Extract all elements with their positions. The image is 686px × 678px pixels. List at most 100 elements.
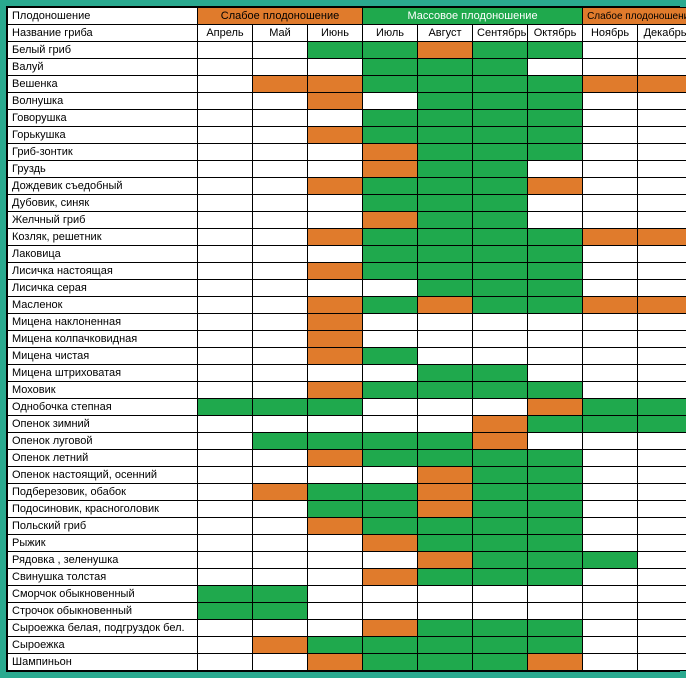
calendar-cell: [198, 654, 253, 671]
calendar-cell: [198, 110, 253, 127]
calendar-cell: [253, 399, 308, 416]
calendar-cell: [418, 382, 473, 399]
mushroom-name: Сморчок обыкновенный: [8, 586, 198, 603]
calendar-cell: [253, 552, 308, 569]
calendar-cell: [363, 603, 418, 620]
calendar-cell: [198, 297, 253, 314]
table-row: Опенок настоящий, осенний: [8, 467, 686, 484]
mushroom-name: Свинушка толстая: [8, 569, 198, 586]
calendar-cell: [253, 331, 308, 348]
calendar-cell: [363, 263, 418, 280]
calendar-cell: [583, 127, 638, 144]
calendar-cell: [473, 620, 528, 637]
calendar-cell: [308, 399, 363, 416]
calendar-cell: [253, 603, 308, 620]
mushroom-name: Подосиновик, красноголовик: [8, 501, 198, 518]
month-june: Июнь: [308, 25, 363, 42]
calendar-cell: [638, 620, 686, 637]
calendar-cell: [638, 263, 686, 280]
calendar-cell: [253, 620, 308, 637]
mushroom-name: Вешенка: [8, 76, 198, 93]
calendar-cell: [363, 161, 418, 178]
calendar-cell: [253, 450, 308, 467]
calendar-cell: [418, 314, 473, 331]
table-row: Желчный гриб: [8, 212, 686, 229]
calendar-cell: [198, 450, 253, 467]
mushroom-name: Рядовка , зеленушка: [8, 552, 198, 569]
calendar-cell: [418, 552, 473, 569]
calendar-cell: [473, 603, 528, 620]
mushroom-name: Груздь: [8, 161, 198, 178]
calendar-cell: [473, 212, 528, 229]
calendar-cell: [638, 144, 686, 161]
calendar-cell: [473, 59, 528, 76]
calendar-cell: [308, 93, 363, 110]
table-row: Моховик: [8, 382, 686, 399]
calendar-cell: [528, 42, 583, 59]
table-row: Волнушка: [8, 93, 686, 110]
calendar-cell: [363, 280, 418, 297]
calendar-cell: [473, 280, 528, 297]
table-row: Мицена наклоненная: [8, 314, 686, 331]
calendar-cell: [528, 518, 583, 535]
table-row: Польский гриб: [8, 518, 686, 535]
calendar-cell: [253, 535, 308, 552]
month-september: Сентябрь: [473, 25, 528, 42]
calendar-cell: [363, 637, 418, 654]
group-weak-2: Слабое плодоношение: [583, 8, 686, 25]
calendar-cell: [583, 314, 638, 331]
calendar-cell: [363, 552, 418, 569]
calendar-cell: [418, 246, 473, 263]
calendar-cell: [638, 229, 686, 246]
calendar-cell: [528, 569, 583, 586]
calendar-cell: [363, 382, 418, 399]
calendar-cell: [583, 229, 638, 246]
calendar-cell: [638, 399, 686, 416]
calendar-cell: [198, 399, 253, 416]
calendar-cell: [583, 263, 638, 280]
calendar-cell: [198, 280, 253, 297]
month-august: Август: [418, 25, 473, 42]
calendar-cell: [528, 212, 583, 229]
calendar-cell: [253, 297, 308, 314]
calendar-cell: [363, 93, 418, 110]
calendar-cell: [473, 127, 528, 144]
calendar-cell: [528, 399, 583, 416]
calendar-cell: [198, 229, 253, 246]
mushroom-name: Дождевик съедобный: [8, 178, 198, 195]
calendar-cell: [308, 586, 363, 603]
calendar-cell: [583, 297, 638, 314]
calendar-cell: [583, 535, 638, 552]
calendar-cell: [583, 603, 638, 620]
calendar-cell: [638, 280, 686, 297]
calendar-cell: [198, 314, 253, 331]
calendar-cell: [308, 552, 363, 569]
calendar-cell: [198, 586, 253, 603]
calendar-cell: [528, 382, 583, 399]
calendar-cell: [638, 501, 686, 518]
calendar-cell: [473, 654, 528, 671]
calendar-cell: [583, 365, 638, 382]
calendar-cell: [583, 161, 638, 178]
calendar-cell: [473, 501, 528, 518]
table-row: Рыжик: [8, 535, 686, 552]
calendar-cell: [308, 467, 363, 484]
calendar-cell: [198, 161, 253, 178]
calendar-cell: [638, 654, 686, 671]
calendar-cell: [473, 552, 528, 569]
table-row: Мицена чистая: [8, 348, 686, 365]
calendar-cell: [363, 348, 418, 365]
mushroom-name: Опенок зимний: [8, 416, 198, 433]
calendar-cell: [198, 195, 253, 212]
table-row: Строчок обыкновенный: [8, 603, 686, 620]
calendar-cell: [253, 569, 308, 586]
calendar-cell: [583, 195, 638, 212]
calendar-cell: [363, 195, 418, 212]
calendar-cell: [528, 365, 583, 382]
group-mass: Массовое плодоношение: [363, 8, 583, 25]
mushroom-name: Козляк, решетник: [8, 229, 198, 246]
calendar-cell: [473, 331, 528, 348]
calendar-cell: [418, 348, 473, 365]
calendar-cell: [528, 433, 583, 450]
table-row: Подберезовик, обабок: [8, 484, 686, 501]
